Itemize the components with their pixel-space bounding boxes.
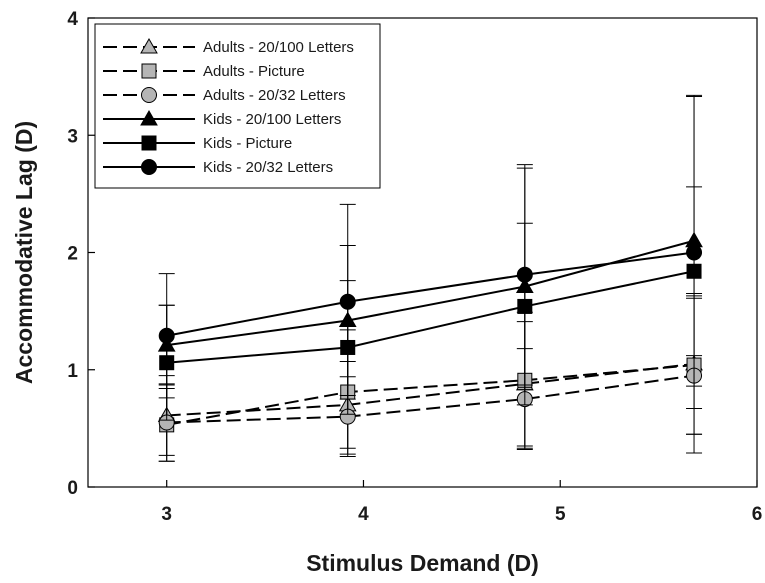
- data-point: [158, 327, 175, 344]
- legend-marker: [141, 87, 157, 103]
- legend-label: Kids - Picture: [203, 135, 292, 152]
- legend-entry: Kids - 20/100 Letters: [103, 109, 341, 128]
- legend-marker: [141, 135, 157, 151]
- y-tick-label: 3: [67, 126, 78, 147]
- legend-entry: Adults - 20/32 Letters: [103, 87, 346, 104]
- data-point: [339, 293, 356, 310]
- x-tick-label: 6: [752, 504, 763, 525]
- y-tick-label: 2: [67, 244, 78, 265]
- x-axis-title: Stimulus Demand (D): [306, 550, 539, 576]
- legend-entry: Kids - 20/32 Letters: [103, 159, 333, 176]
- legend-label: Kids - 20/32 Letters: [203, 159, 333, 176]
- legend: Adults - 20/100 Letters Adults - Picture A…: [94, 23, 381, 189]
- series-5: [158, 96, 703, 409]
- series-2: [158, 297, 703, 462]
- series-line: [166, 362, 695, 417]
- legend-marker: [141, 159, 157, 175]
- x-tick-label: 3: [161, 504, 172, 525]
- series-line: [166, 239, 695, 347]
- data-point: [686, 244, 703, 261]
- series-line: [166, 270, 695, 364]
- series-layer: [157, 94, 703, 462]
- y-tick-label: 1: [67, 361, 78, 382]
- series-4: [158, 186, 703, 421]
- legend-marker: [140, 37, 158, 54]
- legend-marker: [141, 63, 157, 79]
- legend-label: Adults - 20/100 Letters: [203, 39, 354, 56]
- axes: 0 1 2 3 4 3 4 5 6: [67, 9, 762, 525]
- x-tick-label: 5: [555, 504, 566, 525]
- legend-entry: Kids - Picture: [103, 135, 292, 152]
- series-line: [166, 364, 695, 426]
- legend-entry: Adults - Picture: [103, 63, 305, 80]
- y-tick-label: 0: [67, 478, 78, 499]
- y-tick-label: 4: [67, 9, 78, 30]
- legend-label: Adults - 20/32 Letters: [203, 87, 346, 104]
- series-0: [157, 293, 703, 456]
- legend-label: Kids - 20/100 Letters: [203, 111, 341, 128]
- series-1: [158, 295, 703, 462]
- y-axis-title: Accommodative Lag (D): [11, 121, 37, 384]
- series-line: [166, 251, 695, 337]
- legend-label: Adults - Picture: [203, 63, 305, 80]
- series-line: [166, 374, 695, 424]
- legend-entry: Adults - 20/100 Letters: [103, 37, 354, 56]
- data-point: [516, 266, 533, 283]
- x-tick-label: 4: [358, 504, 369, 525]
- legend-marker: [140, 109, 158, 126]
